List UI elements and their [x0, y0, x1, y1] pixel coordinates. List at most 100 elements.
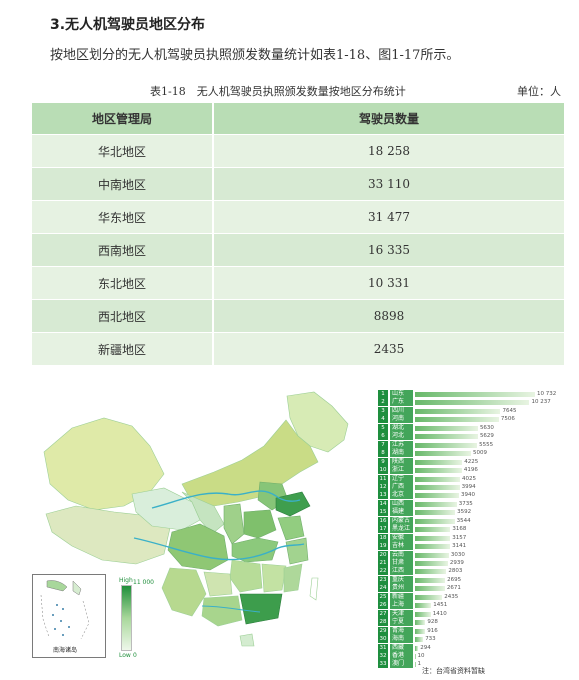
bar-value-label: 5555	[479, 441, 494, 448]
rank-number: 29	[378, 626, 388, 635]
region-sichuan	[167, 523, 229, 571]
table-row: 华北地区 18 258	[32, 134, 564, 167]
ranking-row: 7 江苏 5555	[378, 440, 572, 449]
province-bar	[415, 662, 416, 668]
river-pearl	[201, 605, 261, 613]
province-label: 福建	[390, 508, 413, 517]
rank-number: 32	[378, 651, 388, 660]
rank-number: 17	[378, 525, 388, 534]
count-cell: 8898	[214, 299, 564, 332]
bar-value-label: 3592	[457, 509, 472, 516]
table-header-row: 地区管理局 驾驶员数量	[32, 103, 564, 134]
rank-number: 4	[378, 415, 388, 424]
table-row: 西北地区 8898	[32, 299, 564, 332]
rank-number: 2	[378, 398, 388, 407]
bar-value-label: 3157	[452, 534, 467, 541]
bar-value-label: 733	[425, 636, 436, 643]
province-bar	[415, 527, 451, 533]
rank-number: 20	[378, 550, 388, 559]
bar-value-label: 1451	[433, 602, 448, 609]
province-bar	[415, 434, 478, 440]
rank-number: 7	[378, 440, 388, 449]
province-bar	[415, 645, 419, 651]
scale-high-label: High	[119, 577, 133, 584]
rank-number: 16	[378, 516, 388, 525]
province-label: 安徽	[390, 533, 413, 542]
region-zhejiang	[285, 537, 309, 565]
bar-value-label: 2939	[449, 560, 464, 566]
bar-value-label: 3141	[452, 543, 467, 550]
bar-value-label: 3030	[450, 551, 465, 558]
rank-number: 24	[378, 584, 388, 593]
region-cell: 华北地区	[32, 134, 214, 167]
rank-number: 27	[378, 609, 388, 618]
ranking-row: 28 宁夏 928	[378, 618, 572, 627]
table-row: 新疆地区 2435	[32, 332, 564, 365]
region-cell: 西南地区	[32, 233, 214, 266]
count-cell: 31 477	[214, 200, 564, 233]
bar-value-label: 916	[427, 627, 438, 634]
province-bar	[415, 611, 431, 617]
stats-table: 地区管理局 驾驶员数量 华北地区 18 258 中南地区 33 110 华东地区 31…	[32, 103, 564, 365]
inset-islands	[40, 580, 90, 640]
ranking-row: 15 福建 3592	[378, 508, 572, 517]
rank-number: 33	[378, 660, 388, 669]
bar-value-label: 4225	[464, 458, 479, 465]
region-fujian	[283, 563, 303, 593]
ranking-row: 8 湖南 5009	[378, 449, 572, 458]
rank-number: 13	[378, 491, 388, 500]
table-unit: 单位：人	[517, 85, 561, 98]
bar-value-label: 2671	[446, 585, 461, 592]
region-hubei	[231, 537, 279, 563]
bar-value-label: 1410	[432, 610, 447, 617]
region-shandong	[275, 491, 311, 517]
intro-paragraph: 按地区划分的无人机驾驶员执照颁发数量统计如表1-18、图1-17所示。	[50, 48, 460, 63]
province-bar	[415, 484, 460, 490]
ranking-row: 31 西藏 294	[378, 643, 572, 652]
province-label: 香港	[390, 651, 413, 660]
province-label: 黑龙江	[390, 525, 413, 534]
ranking-row: 21 甘肃 2939	[378, 559, 572, 567]
ranking-row: 1 山东 10 732	[378, 390, 572, 398]
province-bar	[415, 451, 471, 457]
rank-number: 6	[378, 432, 388, 441]
count-cell: 33 110	[214, 167, 564, 200]
region-xinjiang	[43, 417, 165, 511]
province-label: 宁夏	[390, 618, 413, 627]
province-bar	[415, 510, 456, 516]
province-label: 浙江	[390, 466, 413, 475]
bar-value-label: 928	[427, 619, 438, 626]
province-label: 山西	[390, 499, 413, 508]
rank-number: 3	[378, 406, 388, 415]
ranking-row: 26 上海 1451	[378, 601, 572, 610]
province-label: 吉林	[390, 542, 413, 551]
region-yunnan	[161, 567, 207, 617]
region-henan	[243, 509, 277, 539]
region-cell: 华东地区	[32, 200, 214, 233]
province-bar	[415, 425, 478, 431]
region-inner-mongolia	[181, 419, 319, 507]
ranking-row: 13 北京 3940	[378, 491, 572, 500]
province-bar	[415, 518, 455, 524]
rank-number: 28	[378, 618, 388, 627]
province-bar	[415, 603, 432, 609]
count-cell: 2435	[214, 332, 564, 365]
ranking-row: 12 广西 3994	[378, 482, 572, 491]
rank-number: 5	[378, 423, 388, 432]
ranking-row: 24 贵州 2671	[378, 584, 572, 593]
region-jiangsu	[277, 515, 305, 541]
source-note: 注：台湾省资料暂缺	[422, 667, 485, 675]
rank-number: 30	[378, 635, 388, 644]
region-cell: 东北地区	[32, 266, 214, 299]
province-bar	[415, 569, 447, 575]
ranking-row: 30 海南 733	[378, 635, 572, 644]
ranking-row: 32 香港 10	[378, 651, 572, 660]
ranking-row: 19 吉林 3141	[378, 542, 572, 551]
region-cell: 中南地区	[32, 167, 214, 200]
bar-value-label: 10 732	[537, 391, 557, 397]
ranking-row: 23 重庆 2695	[378, 575, 572, 584]
region-tibet	[45, 505, 171, 565]
table-caption: 表1-18 无人机驾驶员执照颁发数量按地区分布统计	[150, 85, 406, 98]
province-bar	[415, 535, 451, 541]
scale-low-label: Low	[119, 652, 131, 659]
